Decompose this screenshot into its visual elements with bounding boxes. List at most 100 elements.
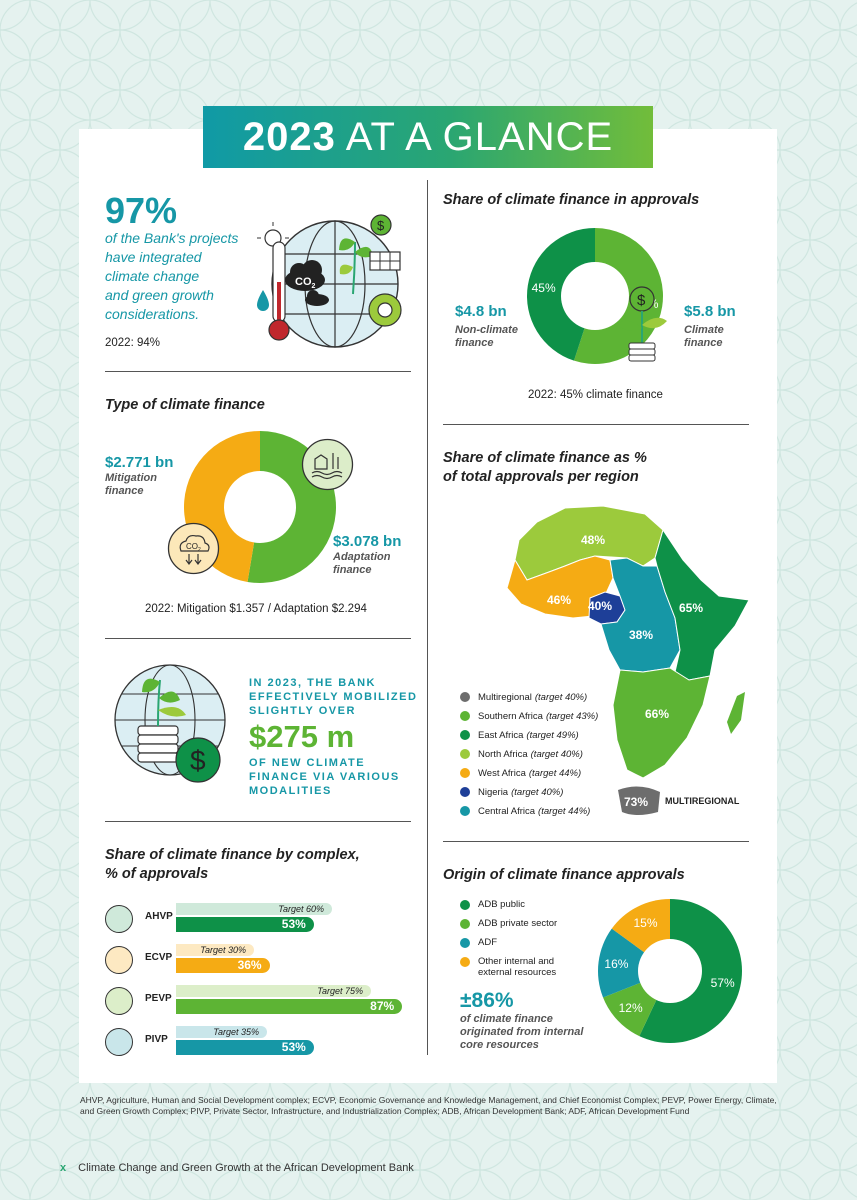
climate-label-2: finance	[684, 337, 723, 349]
pevp-complex-icon	[105, 987, 133, 1015]
map-value-west-africa: 46%	[547, 593, 571, 607]
legend-target: (target 40%)	[530, 748, 583, 760]
origin-legend-item: ADB private sector	[460, 918, 560, 929]
region-legend-item: Multiregional (target 40%)	[460, 690, 587, 704]
pivp-actual-bar: 53%	[176, 1040, 314, 1055]
non-climate-label-2: finance	[455, 337, 494, 349]
ahvp-actual-bar: 53%	[176, 917, 314, 932]
pevp-actual-bar: 87%	[176, 999, 403, 1014]
mobilized-amount: $275 m	[249, 719, 355, 754]
page-number: x	[60, 1162, 67, 1174]
mitigation-co2-sub: 2	[198, 547, 201, 553]
legend-label: North Africa	[478, 748, 528, 760]
donut-label-adb-private-sector: 12%	[619, 1001, 643, 1015]
multiregional-badge: 73%	[618, 786, 660, 815]
footnote: AHVP, Agriculture, Human and Social Deve…	[80, 1095, 777, 1116]
climate-label: Climate finance	[684, 324, 724, 350]
plant-coins-icon: $	[617, 286, 667, 362]
legend-dot	[460, 711, 470, 721]
projects-text: of the Bank's projects have integrated c…	[105, 229, 238, 324]
pivp-target-bar: Target 35%	[176, 1026, 267, 1038]
sprout-icon	[142, 678, 186, 727]
legend-dot	[460, 957, 470, 967]
non-climate-label-1: Non-climate	[455, 324, 518, 336]
projects-text-1: of the Bank's projects	[105, 230, 239, 246]
mobilized-dollar-text: $	[190, 745, 206, 776]
approvals-donut: 55%45%	[527, 228, 663, 364]
origin-text-2: originated from internal	[460, 1026, 584, 1038]
ahvp-complex-icon	[105, 905, 133, 933]
legend-label: East Africa	[478, 729, 524, 741]
legend-dot	[460, 730, 470, 740]
mitigation-label-2: finance	[105, 485, 144, 497]
svg-text:CO2: CO2	[295, 276, 316, 290]
mobilized-illustration: $	[114, 664, 226, 783]
adaptation-label: Adaptation finance	[333, 551, 390, 577]
mitigation-icon: CO2	[167, 522, 220, 575]
legend-dot	[460, 806, 470, 816]
page-title: 2023 AT A GLANCE	[203, 106, 653, 168]
ahvp-label: AHVP	[145, 911, 173, 922]
dollar-circle-icon: $	[175, 737, 221, 783]
legend-dot	[460, 938, 470, 948]
pivp-complex-icon	[105, 1028, 133, 1056]
legend-label: ADB private sector	[478, 918, 558, 929]
plant-icon	[339, 238, 373, 295]
origin-text-3: core resources	[460, 1039, 539, 1051]
adaptation-label-2: finance	[333, 564, 372, 576]
region-legend-item: Nigeria (target 40%)	[460, 785, 563, 799]
mitigation-value: $2.771 bn	[105, 454, 174, 471]
page-footer-title: Climate Change and Green Growth at the A…	[78, 1162, 414, 1174]
page-footer: x Climate Change and Green Growth at the …	[60, 1162, 414, 1174]
legend-label: Southern Africa	[478, 710, 543, 722]
rule-left-2	[105, 638, 411, 639]
ecvp-complex-icon	[105, 946, 133, 974]
co2-cloud-icon: CO2	[285, 260, 329, 306]
co2-sub: 2	[312, 283, 316, 290]
donut-label-adb-public: 57%	[711, 976, 735, 990]
multiregional-value: 73%	[624, 795, 648, 809]
mitigation-label: Mitigation finance	[105, 472, 157, 498]
legend-dot	[460, 692, 470, 702]
legend-dot	[460, 749, 470, 759]
dollar-coin-icon: $	[370, 214, 392, 236]
climate-label-1: Climate	[684, 324, 724, 336]
mobilized-line-3: SLIGHTLY OVER	[249, 705, 356, 717]
rule-left-3	[105, 821, 411, 822]
origin-title: Origin of climate finance approvals	[443, 867, 685, 883]
legend-label: Nigeria	[478, 786, 509, 798]
origin-legend-item: Other internal and external resources	[460, 956, 560, 978]
title-year: 2023	[242, 115, 336, 159]
map-value-central-africa: 38%	[629, 628, 653, 642]
donut-label-non-climate-finance: 45%	[532, 281, 556, 295]
legend-dot	[460, 919, 470, 929]
pevp-label: PEVP	[145, 993, 172, 1004]
legend-label: Central Africa	[478, 805, 536, 817]
pivp-label: PIVP	[145, 1034, 168, 1045]
approvals-dollar-text: $	[637, 292, 646, 309]
map-value-east-africa: 65%	[679, 601, 703, 615]
type-finance-title: Type of climate finance	[105, 397, 265, 413]
region-legend-item: North Africa (target 40%)	[460, 747, 583, 761]
projects-text-5: considerations.	[105, 306, 200, 322]
type-finance-prev: 2022: Mitigation $1.357 / Adaptation $2.…	[145, 603, 367, 615]
adaptation-icon	[301, 438, 354, 491]
map-value-north-africa: 48%	[581, 533, 605, 547]
ecvp-actual-bar: 36%	[176, 958, 270, 973]
map-southern-africa	[612, 667, 711, 779]
solar-panel-icon	[369, 251, 401, 271]
pevp-target-bar: Target 75%	[176, 985, 371, 997]
thermometer-icon	[268, 241, 290, 341]
ecvp-target-bar: Target 30%	[176, 944, 254, 956]
water-drop-icon	[257, 290, 269, 311]
legend-target: (target 44%)	[538, 805, 591, 817]
coin-stack-icon	[137, 725, 179, 763]
complex-title-2: % of approvals	[105, 866, 209, 882]
mitigation-co2-text: CO	[186, 542, 198, 551]
legend-dot	[460, 768, 470, 778]
origin-donut: 57% 12% 16% 15%	[598, 899, 742, 1043]
region-title-1: Share of climate finance as %	[443, 450, 647, 466]
region-title-2: of total approvals per region	[443, 469, 639, 485]
map-value-nigeria: 40%	[588, 599, 612, 613]
complex-title-1: Share of climate finance by complex,	[105, 847, 360, 863]
